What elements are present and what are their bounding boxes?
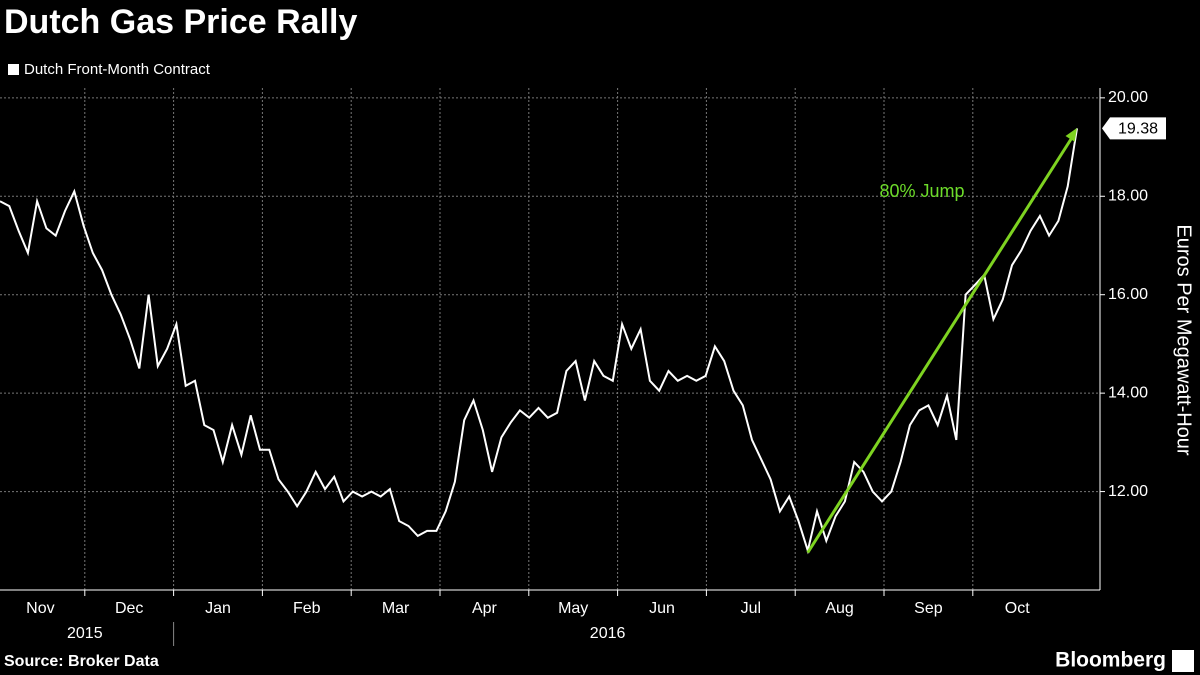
x-tick-label: May bbox=[558, 600, 588, 617]
x-tick-label: Dec bbox=[115, 600, 143, 617]
brand: Bloomberg bbox=[1055, 649, 1166, 672]
x-tick-label: Mar bbox=[382, 600, 410, 617]
annotation-arrowhead bbox=[1065, 128, 1077, 142]
x-tick-label: Apr bbox=[472, 600, 498, 617]
brand-icon bbox=[1172, 650, 1194, 672]
source: Source: Broker Data bbox=[4, 653, 159, 670]
y-tick-label: 20.00 bbox=[1108, 89, 1148, 106]
y-axis-label: Euros Per Megawatt-Hour bbox=[1173, 224, 1195, 456]
annotation: 80% Jump bbox=[879, 181, 964, 201]
x-tick-label: Jul bbox=[741, 600, 761, 617]
x-tick-label: Sep bbox=[914, 600, 943, 617]
y-tick-label: 18.00 bbox=[1108, 187, 1148, 204]
y-tick-label: 12.00 bbox=[1108, 483, 1148, 500]
last-value-tag bbox=[1102, 117, 1166, 140]
annotation-arrow bbox=[806, 135, 1075, 554]
x-tick-label: Aug bbox=[825, 600, 853, 617]
y-tick-label: 16.00 bbox=[1108, 286, 1148, 303]
legend-swatch bbox=[8, 64, 19, 75]
legend-label: Dutch Front-Month Contract bbox=[24, 61, 211, 78]
last-value-label: 19.38 bbox=[1118, 121, 1158, 138]
x-tick-label: Jun bbox=[649, 600, 675, 617]
x-tick-label: Oct bbox=[1005, 600, 1030, 617]
year-label: 2015 bbox=[67, 625, 103, 642]
year-label: 2016 bbox=[590, 625, 626, 642]
x-tick-label: Feb bbox=[293, 600, 321, 617]
y-tick-label: 14.00 bbox=[1108, 384, 1148, 401]
series-line bbox=[0, 128, 1078, 555]
x-tick-label: Nov bbox=[26, 600, 54, 617]
chart-title: Dutch Gas Price Rally bbox=[4, 3, 357, 41]
x-tick-label: Jan bbox=[205, 600, 231, 617]
